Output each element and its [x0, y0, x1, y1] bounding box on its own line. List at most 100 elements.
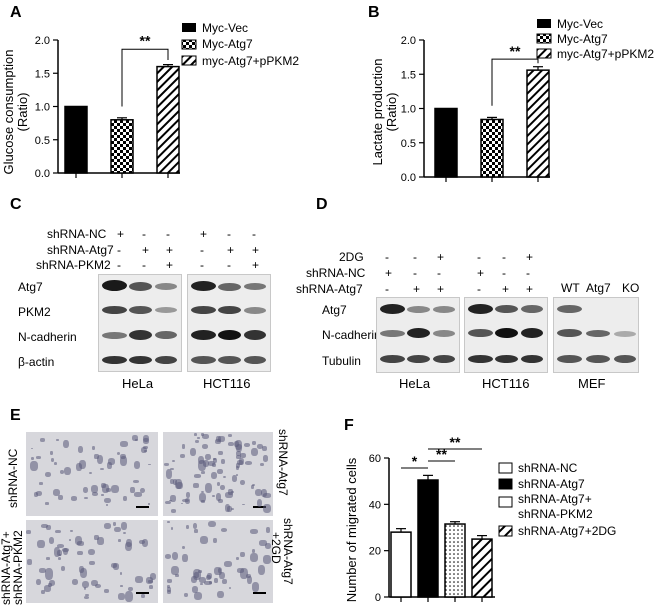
b-ylabel-1: Lactate production — [370, 59, 385, 166]
cell-speck — [205, 454, 212, 461]
d-sign: - — [437, 266, 441, 280]
legend-f: shRNA-NC shRNA-Atg7 shRNA-Atg7+ shRNA-PK… — [498, 461, 616, 538]
cell-speck — [55, 529, 61, 533]
cell-speck — [94, 453, 99, 459]
cell-speck — [142, 538, 149, 547]
cell-speck — [56, 438, 60, 441]
cell-speck — [222, 579, 228, 584]
cell-speck — [41, 590, 46, 594]
cell-speck — [212, 494, 215, 498]
cell-speck — [167, 586, 172, 592]
c-sign: - — [142, 227, 146, 241]
d-sign: - — [477, 282, 481, 296]
cell-speck — [149, 573, 156, 581]
cell-speck — [127, 586, 133, 592]
cell-speck — [143, 438, 149, 445]
cell-speck — [231, 475, 237, 483]
b-ytick-label: 0.0 — [401, 172, 416, 184]
c-sign: - — [227, 258, 231, 272]
cell-speck — [250, 529, 258, 535]
cell-speck — [240, 453, 246, 458]
cell-speck — [81, 580, 89, 589]
cell-speck — [184, 497, 191, 505]
cell-speck — [201, 443, 209, 449]
cell-speck — [233, 440, 239, 448]
d-sign: - — [526, 266, 530, 280]
cell-speck — [38, 482, 43, 485]
cell-speck — [82, 487, 88, 494]
cell-speck — [212, 463, 216, 467]
c-sign: + — [252, 258, 260, 272]
cell-speck — [166, 579, 173, 583]
cell-speck — [252, 549, 256, 553]
d-cond-label-1: 2DG — [339, 250, 364, 264]
cell-speck — [181, 502, 184, 504]
cell-speck — [78, 459, 86, 470]
cell-speck — [149, 585, 154, 589]
cell-speck — [92, 446, 96, 451]
f-bar — [390, 531, 412, 598]
f-ylabel: Number of migrated cells — [344, 457, 359, 602]
panel-letter-d: D — [316, 196, 328, 213]
cell-speck — [246, 576, 253, 585]
legend-a: Myc-Vec Myc-Atg7 myc-Atg7+pPKM2 — [181, 21, 299, 68]
micrograph-shrna-atg7-2gd — [163, 520, 273, 603]
d-cell-mef: MEF — [578, 376, 606, 391]
legend-f-item-3: shRNA-Atg7+ — [518, 492, 592, 506]
a-sig-label: ** — [140, 32, 151, 48]
cell-speck — [236, 473, 239, 476]
a-ytick-label: 2.0 — [35, 35, 50, 47]
c-band-label-ncad: N-cadherin — [18, 330, 77, 344]
cell-speck — [46, 557, 51, 560]
f-ytick-label: 40 — [369, 499, 381, 511]
cell-speck — [103, 497, 111, 504]
cell-speck — [118, 593, 125, 600]
f-sig-label: * — [412, 453, 418, 469]
cell-speck — [262, 455, 269, 462]
cell-speck — [228, 441, 235, 447]
d-sign: + — [385, 266, 393, 280]
cell-speck — [135, 576, 143, 583]
d-sign: + — [526, 250, 534, 264]
c-cell-hela: HeLa — [122, 376, 154, 391]
cell-speck — [35, 456, 42, 460]
cell-speck — [31, 448, 34, 450]
cell-speck — [120, 584, 123, 587]
legend-b-item-1: Myc-Vec — [557, 17, 603, 31]
cell-speck — [258, 564, 266, 575]
cell-speck — [97, 537, 104, 545]
c-sign: - — [166, 227, 170, 241]
cell-speck — [263, 493, 272, 498]
cell-speck — [91, 579, 99, 587]
cell-speck — [77, 445, 83, 453]
c-cell-hct116: HCT116 — [203, 376, 251, 391]
cell-speck — [231, 491, 234, 494]
cell-speck — [235, 451, 242, 457]
panel-letter-e: E — [10, 407, 21, 424]
cell-speck — [235, 455, 241, 459]
cell-speck — [70, 496, 78, 501]
legend-b-item-2: Myc-Atg7 — [557, 32, 608, 46]
cell-speck — [122, 495, 127, 501]
f-sig-label: ** — [450, 434, 461, 450]
cell-speck — [37, 540, 45, 549]
cell-speck — [101, 494, 105, 496]
cell-speck — [45, 568, 54, 580]
legend-a-item-3: myc-Atg7+pPKM2 — [202, 54, 299, 68]
cell-speck — [60, 566, 66, 572]
c-sign: - — [200, 243, 204, 257]
d-sign: - — [385, 250, 389, 264]
c-sign: - — [142, 258, 146, 272]
cell-speck — [26, 559, 32, 565]
cell-speck — [191, 586, 198, 594]
cell-speck — [83, 595, 90, 600]
legend-b-item-3: myc-Atg7+pPKM2 — [557, 47, 654, 61]
cell-speck — [139, 487, 146, 494]
cell-speck — [135, 438, 138, 441]
cell-speck — [171, 551, 179, 561]
cell-speck — [202, 433, 209, 439]
d-sign: - — [502, 250, 506, 264]
cell-speck — [99, 467, 105, 471]
cell-speck — [236, 466, 240, 471]
